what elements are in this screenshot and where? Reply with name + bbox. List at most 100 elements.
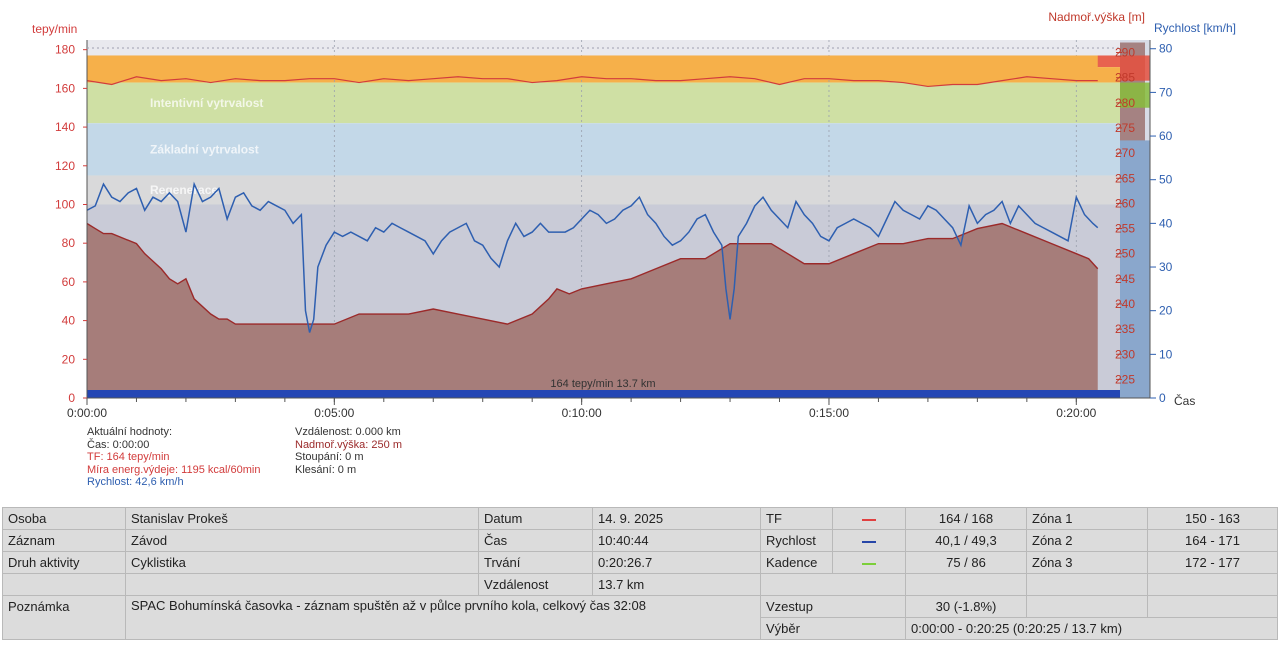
time-tick-label: 0:05:00 — [314, 406, 354, 420]
time-tick-label: 0:20:00 — [1056, 406, 1096, 420]
vzestup-value: 30 (-1.8%) — [905, 595, 1027, 618]
vyber-value[interactable]: 0:00:00 - 0:20:25 (0:20:25 / 13.7 km) — [905, 617, 1278, 640]
cadence-line-icon — [862, 562, 876, 565]
osoba-label: Osoba — [2, 507, 126, 530]
tf-label: TF — [760, 507, 833, 530]
poznamka-value[interactable]: SPAC Bohumínská časovka - záznam spuštěn… — [125, 595, 761, 640]
vzestup-label: Vzestup — [760, 595, 906, 618]
empty-cell — [1026, 573, 1148, 596]
osoba-value[interactable]: Stanislav Prokeš — [125, 507, 479, 530]
time-tick-label: 0:15:00 — [809, 406, 849, 420]
altitude-line — [86, 222, 1099, 325]
current-values-panel: Aktuální hodnoty: Čas: 0:00:00 TF: 164 t… — [87, 426, 260, 489]
druh-label: Druh aktivity — [2, 551, 126, 574]
speed-tick-label: 50 — [1159, 173, 1173, 187]
table-row: Vzdálenost 13.7 km — [2, 573, 1278, 596]
readout-ascent: Stoupání: 0 m — [295, 451, 364, 464]
rychlost-value: 40,1 / 49,3 — [905, 529, 1027, 552]
hr-zone1-strip — [1120, 82, 1150, 108]
rychlost-swatch — [832, 529, 906, 552]
zona2-label: Zóna 2 — [1026, 529, 1148, 552]
altitude-tick-label: 230 — [1115, 347, 1135, 361]
kadence-value: 75 / 86 — [905, 551, 1027, 574]
hr-strip — [1120, 55, 1150, 81]
readout-speed: Rychlost: 42,6 km/h — [87, 476, 184, 489]
datum-label: Datum — [478, 507, 593, 530]
axes-layer: 0204060801001201401601802252302352402452… — [55, 40, 1173, 420]
readout-time: Čas: 0:00:00 — [87, 438, 150, 451]
altitude-tick-label: 260 — [1115, 196, 1135, 210]
zone-label: Intentivní vytrvalost — [150, 96, 263, 110]
altitude-area — [87, 223, 1098, 398]
table-row: Poznámka SPAC Bohumínská časovka - zázna… — [2, 595, 1278, 640]
table-row: Druh aktivity Cyklistika Trvání 0:20:26.… — [2, 551, 1278, 574]
zona3-value: 172 - 177 — [1147, 551, 1278, 574]
speed-axis-title: Rychlost [km/h] — [1154, 21, 1236, 35]
altitude-tick-label: 240 — [1115, 297, 1135, 311]
druh-value[interactable]: Cyklistika — [125, 551, 479, 574]
empty-cell — [1147, 573, 1278, 596]
left-tick-label: 80 — [62, 236, 76, 250]
poznamka-label: Poznámka — [2, 595, 126, 640]
empty-cell — [1026, 595, 1148, 618]
zone-band — [87, 82, 1120, 124]
training-chart[interactable]: Maximální intenzitaPrahová vytrvalostInt… — [0, 0, 1280, 505]
left-tick-label: 180 — [55, 43, 75, 57]
empty-cell — [1147, 595, 1278, 618]
speed-line — [86, 181, 1099, 333]
left-tick-label: 0 — [68, 391, 75, 405]
altitude-tick-label: 255 — [1115, 222, 1135, 236]
left-tick-label: 100 — [55, 197, 75, 211]
left-tick-label: 40 — [62, 314, 76, 328]
zone-band — [87, 123, 1120, 176]
kadence-swatch — [832, 551, 906, 574]
baseline-bar — [87, 390, 1120, 398]
heart-rate-layer — [86, 55, 1098, 88]
zaznam-value[interactable]: Závod — [125, 529, 479, 552]
speed-tick-label: 0 — [1159, 391, 1166, 405]
current-values-panel-2: Vzdálenost: 0.000 km Nadmoř.výška: 250 m… — [295, 426, 402, 476]
readout-energy: Míra energ.výdeje: 1195 kcal/60min — [87, 463, 261, 476]
speed-tick-label: 30 — [1159, 260, 1173, 274]
left-tick-label: 60 — [62, 275, 76, 289]
speed-tick-label: 60 — [1159, 129, 1173, 143]
readout-heading: Aktuální hodnoty: — [87, 426, 173, 438]
zone-label: Základní vytrvalost — [150, 142, 259, 156]
speed-strip — [1120, 140, 1150, 399]
altitude-tick-label: 290 — [1115, 46, 1135, 60]
altitude-tick-label: 235 — [1115, 322, 1135, 336]
table-row: Výběr 0:00:00 - 0:20:25 (0:20:25 / 13.7 … — [3, 617, 1278, 640]
empty-cell — [760, 573, 906, 596]
altitude-tick-label: 275 — [1115, 121, 1135, 135]
altitude-tick-label: 225 — [1115, 372, 1135, 386]
left-tick-label: 120 — [55, 159, 75, 173]
zone-label: Regenerace — [150, 183, 218, 197]
left-axis-title: tepy/min — [32, 22, 77, 36]
time-axis-title: Čas — [1174, 393, 1195, 408]
hr-top-fill — [87, 55, 1098, 87]
zona1-label: Zóna 1 — [1026, 507, 1148, 530]
datum-value: 14. 9. 2025 — [592, 507, 761, 530]
readout-hr: TF: 164 tepy/min — [87, 451, 170, 464]
empty-cell — [2, 573, 126, 596]
tf-value: 164 / 168 — [905, 507, 1027, 530]
vzdalenost-value: 13.7 km — [592, 573, 761, 596]
hr-line — [86, 76, 1098, 88]
zona2-value: 164 - 171 — [1147, 529, 1278, 552]
zona3-label: Zóna 3 — [1026, 551, 1148, 574]
speed-tick-label: 20 — [1159, 304, 1173, 318]
tf-swatch — [832, 507, 906, 530]
tf-line-icon — [862, 518, 876, 521]
altitude-tick-label: 285 — [1115, 71, 1135, 85]
altitude-layer — [86, 222, 1099, 398]
speed-tick-label: 40 — [1159, 216, 1173, 230]
speed-line-icon — [862, 540, 876, 543]
speed-tick-label: 80 — [1159, 42, 1173, 56]
table-row: Záznam Závod Čas 10:40:44 Rychlost 40,1 … — [2, 529, 1278, 552]
activity-info-table: Osoba Stanislav Prokeš Datum 14. 9. 2025… — [2, 507, 1278, 640]
table-row: Osoba Stanislav Prokeš Datum 14. 9. 2025… — [2, 507, 1278, 530]
zaznam-label: Záznam — [2, 529, 126, 552]
time-tick-label: 0:00:00 — [67, 406, 107, 420]
vyber-label: Výběr — [760, 617, 906, 640]
readout-altitude: Nadmoř.výška: 250 m — [295, 438, 402, 451]
